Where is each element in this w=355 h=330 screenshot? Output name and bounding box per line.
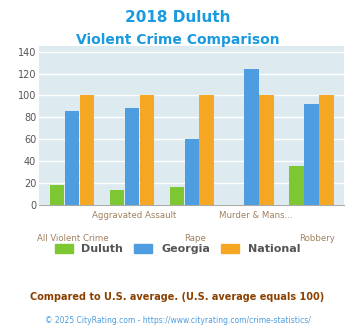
Bar (125, 109, 139, 205)
Text: © 2025 CityRating.com - https://www.cityrating.com/crime-statistics/: © 2025 CityRating.com - https://www.city… (45, 316, 310, 325)
Text: Rape: Rape (184, 234, 206, 243)
Bar (110, 190, 124, 205)
Bar (319, 95, 334, 205)
Text: Aggravated Assault: Aggravated Assault (92, 211, 176, 220)
Text: All Violent Crime: All Violent Crime (37, 234, 108, 243)
Bar (185, 139, 199, 205)
Text: 2018 Duluth: 2018 Duluth (125, 10, 230, 25)
Bar (140, 95, 154, 205)
Bar (80, 95, 94, 205)
Bar (65, 111, 79, 205)
Text: Murder & Mans...: Murder & Mans... (219, 211, 293, 220)
Text: Robbery: Robbery (299, 234, 335, 243)
Bar (200, 95, 214, 205)
Bar (244, 69, 259, 205)
Bar (289, 166, 304, 205)
Bar (50, 185, 64, 205)
Bar (260, 95, 274, 205)
Text: Violent Crime Comparison: Violent Crime Comparison (76, 33, 279, 47)
Legend: Duluth, Georgia, National: Duluth, Georgia, National (50, 239, 305, 258)
Bar (170, 187, 184, 205)
Text: Compared to U.S. average. (U.S. average equals 100): Compared to U.S. average. (U.S. average … (31, 292, 324, 302)
Bar (304, 104, 318, 205)
